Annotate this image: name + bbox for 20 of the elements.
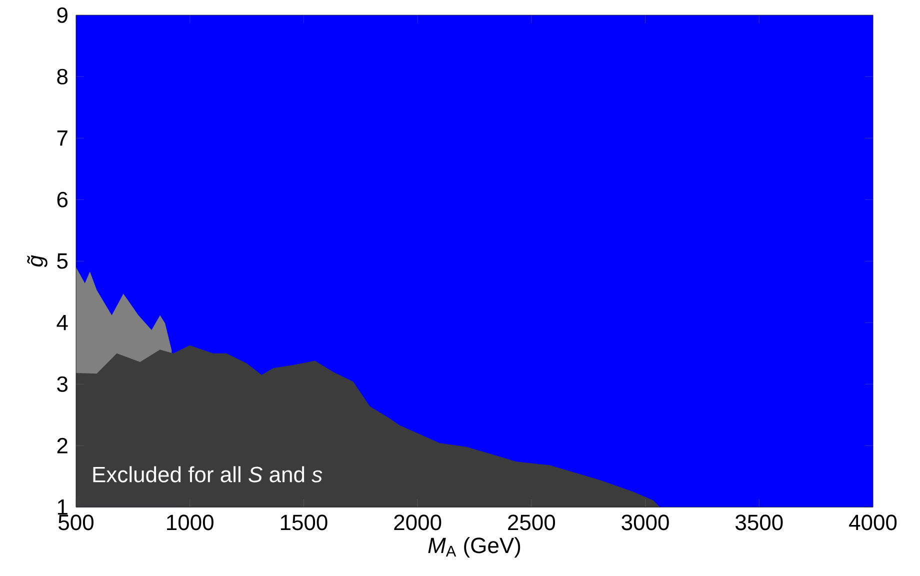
x-tick-label: 3000	[622, 514, 669, 530]
y-tick-label: 2	[57, 438, 68, 454]
x-tick-label: 4000	[849, 514, 897, 530]
y-tick-label: 6	[57, 192, 68, 208]
x-tick-label: 2000	[394, 514, 442, 530]
x-tick-label: 1000	[167, 514, 214, 530]
x-tick-label: 1500	[280, 514, 328, 530]
x-axis-title: M$_{A}$ (GeV)	[428, 537, 520, 558]
x-tick-label: 3500	[736, 514, 783, 530]
y-tick-label: 9	[57, 7, 68, 23]
y-tick-label: 3	[57, 376, 68, 392]
x-tick-label: 500	[58, 514, 94, 530]
y-axis-title: g̃	[27, 255, 48, 268]
y-tick-label: 1	[58, 499, 68, 515]
x-tick-label: 2500	[508, 514, 556, 530]
y-tick-label: 5	[57, 253, 68, 269]
y-tick-label: 4	[56, 315, 68, 330]
y-tick-label: 7	[57, 130, 68, 146]
annotation: Excluded for all S and s	[93, 466, 322, 482]
y-tick-label: 8	[57, 68, 68, 84]
